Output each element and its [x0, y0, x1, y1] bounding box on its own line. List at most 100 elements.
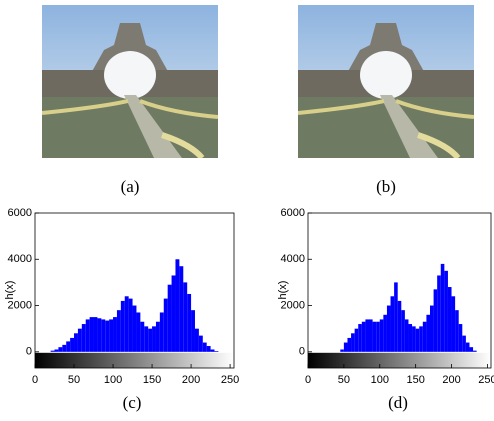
- bar: [113, 317, 117, 352]
- bar: [191, 310, 195, 352]
- bar: [171, 275, 176, 352]
- bar: [179, 266, 184, 352]
- bar: [175, 259, 180, 352]
- bar: [194, 328, 199, 352]
- caption: (b): [376, 177, 396, 196]
- bar: [340, 349, 344, 352]
- bar: [451, 296, 456, 352]
- bar: [163, 298, 168, 352]
- bar: [351, 333, 355, 352]
- bar: [187, 293, 192, 352]
- y-tick-label: 4000: [281, 253, 305, 265]
- bar: [50, 350, 55, 352]
- colorbar: [308, 352, 491, 368]
- bar: [447, 287, 452, 352]
- bar: [132, 305, 137, 352]
- bar: [412, 326, 416, 352]
- bar: [77, 328, 82, 352]
- y-tick-label: 0: [299, 346, 305, 358]
- x-tick-label: 150: [143, 374, 161, 386]
- bar: [140, 321, 145, 352]
- bar: [390, 296, 395, 352]
- bar: [124, 296, 129, 352]
- bar: [343, 342, 348, 352]
- bar: [214, 351, 219, 352]
- bar: [358, 324, 362, 352]
- y-tick-label: 4000: [8, 253, 32, 265]
- bar: [198, 335, 203, 352]
- bar: [93, 317, 98, 352]
- x-tick-label: 250: [221, 374, 239, 386]
- x-tick-label: 0: [305, 374, 311, 386]
- x-tick-label: 0: [32, 374, 38, 386]
- bar: [422, 321, 427, 352]
- bar: [372, 321, 377, 352]
- photo: [298, 5, 474, 158]
- y-tick-label: 6000: [281, 207, 305, 219]
- bar: [397, 300, 402, 352]
- bar: [120, 300, 125, 352]
- bar: [155, 321, 160, 352]
- bar: [167, 284, 172, 352]
- bar: [369, 319, 373, 352]
- bar: [74, 333, 78, 352]
- x-tick-label: 100: [371, 374, 389, 386]
- bar: [419, 326, 423, 352]
- bar: [202, 342, 207, 352]
- bar: [116, 310, 121, 352]
- bar: [347, 337, 352, 352]
- bar: [354, 328, 359, 352]
- bar: [85, 319, 90, 352]
- bar: [433, 289, 438, 352]
- axes-box: [307, 212, 492, 369]
- bar: [440, 263, 445, 352]
- y-tick-label: 2000: [281, 299, 305, 311]
- bar: [105, 320, 110, 352]
- bar: [62, 344, 67, 352]
- y-tick-label: 0: [26, 346, 32, 358]
- x-tick-label: 250: [478, 374, 494, 386]
- x-tick-label: 200: [182, 374, 200, 386]
- bar: [455, 310, 459, 352]
- bar: [89, 317, 94, 352]
- y-tick-label: 6000: [8, 207, 32, 219]
- bar: [361, 321, 366, 352]
- bar: [128, 298, 133, 352]
- bar: [444, 270, 448, 352]
- bar: [159, 312, 164, 352]
- bar: [148, 328, 153, 352]
- bar: [401, 310, 405, 352]
- y-axis-label: h(x): [4, 281, 16, 300]
- caption: (c): [123, 393, 142, 412]
- y-tick-label: 2000: [8, 299, 32, 311]
- bar: [462, 335, 466, 352]
- bar: [415, 328, 420, 352]
- bar: [54, 349, 59, 352]
- bar: [386, 305, 391, 352]
- x-tick-label: 50: [338, 374, 350, 386]
- bar: [394, 282, 398, 352]
- bar: [404, 319, 409, 352]
- bar: [58, 347, 63, 352]
- bar: [376, 321, 380, 352]
- x-tick-label: 50: [68, 374, 80, 386]
- bar: [206, 346, 211, 352]
- bar: [183, 282, 188, 352]
- bar: [144, 326, 149, 352]
- bar: [383, 314, 387, 352]
- bar: [458, 324, 463, 352]
- bar: [70, 337, 75, 352]
- caption: (a): [121, 177, 140, 196]
- x-tick-label: 100: [104, 374, 122, 386]
- bar: [408, 324, 413, 352]
- bar: [66, 341, 71, 352]
- bar: [426, 314, 430, 352]
- caption: (d): [388, 393, 408, 412]
- photo: [42, 5, 218, 158]
- x-tick-label: 150: [406, 374, 424, 386]
- bar: [81, 324, 86, 352]
- bar: [109, 319, 114, 352]
- x-tick-label: 200: [442, 374, 460, 386]
- bar: [379, 319, 384, 352]
